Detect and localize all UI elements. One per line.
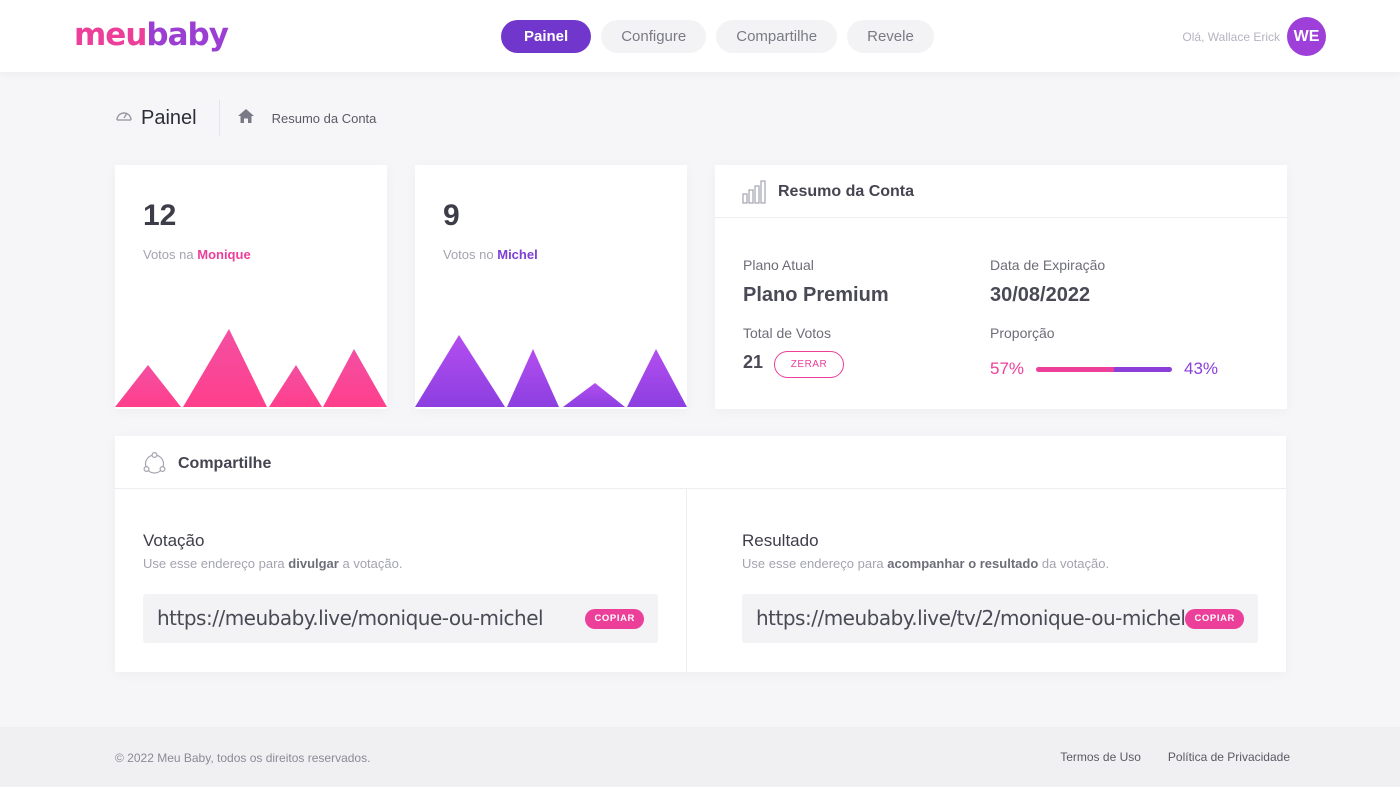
privacy-link[interactable]: Política de Privacidade (1167, 750, 1290, 764)
summary-card-title: Resumo da Conta (778, 183, 915, 200)
footer: © 2022 Meu Baby, todos os direitos reser… (0, 727, 1400, 787)
home-icon[interactable] (237, 108, 254, 128)
copy-result-url-button[interactable]: COPIAR (1185, 609, 1244, 629)
reset-votes-button[interactable]: ZERAR (774, 351, 844, 378)
result-desc-suffix: da votação. (1041, 556, 1110, 571)
total-votes-label: Total de Votos (743, 325, 831, 341)
share-card-title: Compartilhe (178, 455, 272, 472)
top-navbar: meubaby Painel Configure Compartilhe Rev… (0, 0, 1400, 72)
copyright-text: © 2022 Meu Baby, todos os direitos reser… (115, 751, 371, 765)
result-desc-prefix: Use esse endereço para (742, 556, 884, 571)
tab-painel[interactable]: Painel (501, 20, 592, 53)
result-url-field[interactable]: https://meubaby.live/tv/2/monique-ou-mic… (742, 594, 1258, 643)
summary-card-header: Resumo da Conta (715, 165, 1287, 218)
result-description: Use esse endereço para acompanhar o resu… (742, 556, 1109, 571)
expiry-label: Data de Expiração (990, 257, 1106, 273)
ratio-bar-pink-fill (1036, 367, 1114, 372)
ratio-bar-purple-fill (1113, 367, 1172, 372)
vote-count: 12 (143, 199, 177, 232)
logo-part-meu: meu (74, 17, 147, 53)
voting-desc-suffix: a votação. (342, 556, 403, 571)
voting-desc-prefix: Use esse endereço para (143, 556, 285, 571)
vote-candidate-name: Michel (497, 247, 538, 262)
terms-link[interactable]: Termos de Uso (1060, 750, 1141, 764)
tab-compartilhe[interactable]: Compartilhe (716, 20, 838, 53)
result-url[interactable]: https://meubaby.live/tv/2/monique-ou-mic… (756, 606, 1186, 630)
result-title: Resultado (742, 531, 819, 550)
share-card-header: Compartilhe (115, 436, 1286, 489)
total-votes-value: 21 (743, 352, 764, 372)
vote-candidate-name: Monique (197, 247, 251, 262)
account-summary-card: Resumo da Conta Plano Atual Plano Premiu… (715, 165, 1287, 409)
column-divider (686, 489, 687, 672)
voting-title: Votação (143, 531, 205, 550)
share-card: Compartilhe Votação Use esse endereço pa… (115, 436, 1286, 672)
breadcrumb-divider (218, 100, 220, 136)
ratio-right-percent: 43% (1184, 359, 1219, 378)
purple-mountains-decoration (415, 335, 687, 407)
ratio-left-percent: 57% (990, 359, 1025, 378)
main-nav: Painel Configure Compartilhe Revele (501, 20, 934, 53)
expiry-value: 30/08/2022 (990, 284, 1091, 306)
vote-label: Votos na Monique (143, 247, 251, 262)
tab-configure[interactable]: Configure (601, 20, 707, 53)
ratio-bar (1036, 367, 1172, 372)
user-menu[interactable]: Olá, Wallace Erick WE (1182, 17, 1326, 56)
plan-value: Plano Premium (743, 284, 889, 306)
ratio-label: Proporção (990, 325, 1055, 341)
voting-url-field[interactable]: https://meubaby.live/monique-ou-michel C… (143, 594, 658, 643)
user-greeting: Olá, Wallace Erick (1182, 29, 1280, 44)
bar-chart-icon (742, 180, 767, 209)
votes-card-michel: 9 Votos no Michel (415, 165, 687, 409)
vote-label: Votos no Michel (443, 247, 538, 262)
breadcrumb-current: Resumo da Conta (271, 110, 377, 126)
meubaby-logo[interactable]: meubaby (74, 17, 229, 53)
voting-description: Use esse endereço para divulgar a votaçã… (143, 556, 402, 571)
breadcrumb: Painel Resumo da Conta (115, 100, 376, 136)
copy-voting-url-button[interactable]: COPIAR (585, 609, 644, 629)
voting-url[interactable]: https://meubaby.live/monique-ou-michel (157, 606, 544, 630)
voting-desc-bold: divulgar (288, 556, 339, 571)
vote-label-prefix: Votos no (443, 247, 494, 262)
tab-revele[interactable]: Revele (847, 20, 934, 53)
pink-mountains-decoration (115, 329, 387, 407)
vote-label-prefix: Votos na (143, 247, 194, 262)
votes-card-monique: 12 Votos na Monique (115, 165, 387, 409)
page-title: Painel (141, 106, 197, 129)
plan-label: Plano Atual (743, 257, 814, 273)
vote-count: 9 (443, 199, 460, 232)
share-network-icon (142, 451, 167, 481)
avatar[interactable]: WE (1287, 17, 1326, 56)
dashboard-gauge-icon (115, 107, 133, 130)
footer-links: Termos de Uso Política de Privacidade (1060, 750, 1290, 764)
logo-part-baby: baby (146, 17, 229, 53)
result-desc-bold: acompanhar o resultado (887, 556, 1039, 571)
